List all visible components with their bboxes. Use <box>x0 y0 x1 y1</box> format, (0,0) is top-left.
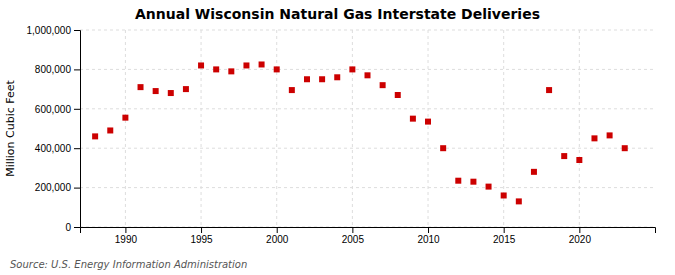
source-note: Source: U.S. Energy Information Administ… <box>10 259 247 270</box>
x-tick-label: 1990 <box>115 234 138 245</box>
y-axis-label: Million Cubic Feet <box>4 79 17 176</box>
y-tick: 600,000 <box>35 104 80 115</box>
point <box>92 133 98 139</box>
point <box>516 198 522 204</box>
y-tick-mark <box>74 148 80 149</box>
x-tick-label: 2020 <box>569 234 592 245</box>
grid-line <box>428 30 429 227</box>
point <box>455 178 461 184</box>
point <box>365 72 371 78</box>
y-tick-mark <box>74 30 80 31</box>
x-tick-label: 2005 <box>342 234 365 245</box>
y-tick-label: 600,000 <box>35 104 72 115</box>
point <box>395 92 401 98</box>
x-tick-mark <box>125 227 126 233</box>
grid-line <box>276 30 277 227</box>
y-tick-label: 0 <box>65 222 71 233</box>
point <box>107 127 113 133</box>
y-tick-mark <box>74 69 80 70</box>
y-tick: 400,000 <box>35 143 80 154</box>
plot-area: 1990 1995 2000 2005 2010 2015 2020 0 200,000 400,… <box>27 25 656 245</box>
point <box>304 76 310 82</box>
point <box>531 169 537 175</box>
y-tick: 200,000 <box>35 182 80 193</box>
point <box>486 184 492 190</box>
grid-line <box>80 148 655 149</box>
y-tick-mark <box>74 109 80 110</box>
y-tick-mark <box>74 188 80 189</box>
point <box>274 66 280 72</box>
point <box>470 179 476 185</box>
point <box>576 157 582 163</box>
point <box>198 62 204 68</box>
point <box>319 76 325 82</box>
y-axis: 0 200,000 400,000 600,000 800,000 1,000,000 <box>27 25 81 233</box>
point <box>410 116 416 122</box>
x-tick-mark <box>428 227 429 233</box>
grid-line <box>80 187 655 188</box>
point <box>213 66 219 72</box>
y-tick-label: 1,000,000 <box>27 25 72 36</box>
points <box>92 61 628 204</box>
point <box>138 84 144 90</box>
x-tick-mark <box>352 227 353 233</box>
grid-line <box>80 108 655 109</box>
grid-line <box>125 30 126 227</box>
x-tick: 1990 <box>115 227 138 245</box>
y-tick-label: 200,000 <box>35 182 72 193</box>
point <box>259 61 265 67</box>
grid-line <box>201 30 202 227</box>
y-tick: 800,000 <box>35 64 80 75</box>
point <box>440 145 446 151</box>
y-tick: 1,000,000 <box>27 25 81 36</box>
x-tick: 2000 <box>266 227 289 245</box>
point <box>380 82 386 88</box>
point <box>243 62 249 68</box>
point <box>183 86 189 92</box>
grid <box>80 30 655 227</box>
point <box>607 132 613 138</box>
y-tick-label: 800,000 <box>35 64 72 75</box>
point <box>425 119 431 125</box>
point <box>591 135 597 141</box>
point <box>289 87 295 93</box>
x-tick-mark <box>579 227 580 233</box>
x-tick-label: 2000 <box>266 234 289 245</box>
point <box>153 88 159 94</box>
point <box>349 66 355 72</box>
grid-line <box>352 30 353 227</box>
title: Annual Wisconsin Natural Gas Interstate … <box>135 6 540 22</box>
x-tick-label: 2010 <box>417 234 440 245</box>
x-tick-mark <box>504 227 505 233</box>
x-tick: 2005 <box>342 227 365 245</box>
y-tick: 0 <box>65 222 80 233</box>
x-tick-mark <box>277 227 278 233</box>
point <box>168 90 174 96</box>
x-tick: 2010 <box>417 227 440 245</box>
x-tick: 2020 <box>569 227 592 245</box>
axis-line <box>81 228 656 234</box>
point <box>561 153 567 159</box>
point <box>501 192 507 198</box>
point <box>622 145 628 151</box>
y-tick-label: 400,000 <box>35 143 72 154</box>
x-tick-mark <box>201 227 202 233</box>
x-tick-label: 1995 <box>190 234 213 245</box>
grid-line <box>579 30 580 227</box>
point <box>546 87 552 93</box>
point <box>228 68 234 74</box>
grid-line <box>80 69 655 70</box>
point <box>122 115 128 121</box>
grid-line <box>80 30 655 31</box>
x-tick: 2015 <box>493 227 516 245</box>
point <box>334 74 340 80</box>
y-tick-mark <box>74 227 80 228</box>
chart: 1990 1995 2000 2005 2010 2015 2020 0 200,000 400,… <box>0 0 675 275</box>
axis-line <box>74 31 81 228</box>
x-tick-label: 2015 <box>493 234 516 245</box>
x-axis: 1990 1995 2000 2005 2010 2015 2020 <box>81 227 656 245</box>
x-tick: 1995 <box>190 227 213 245</box>
